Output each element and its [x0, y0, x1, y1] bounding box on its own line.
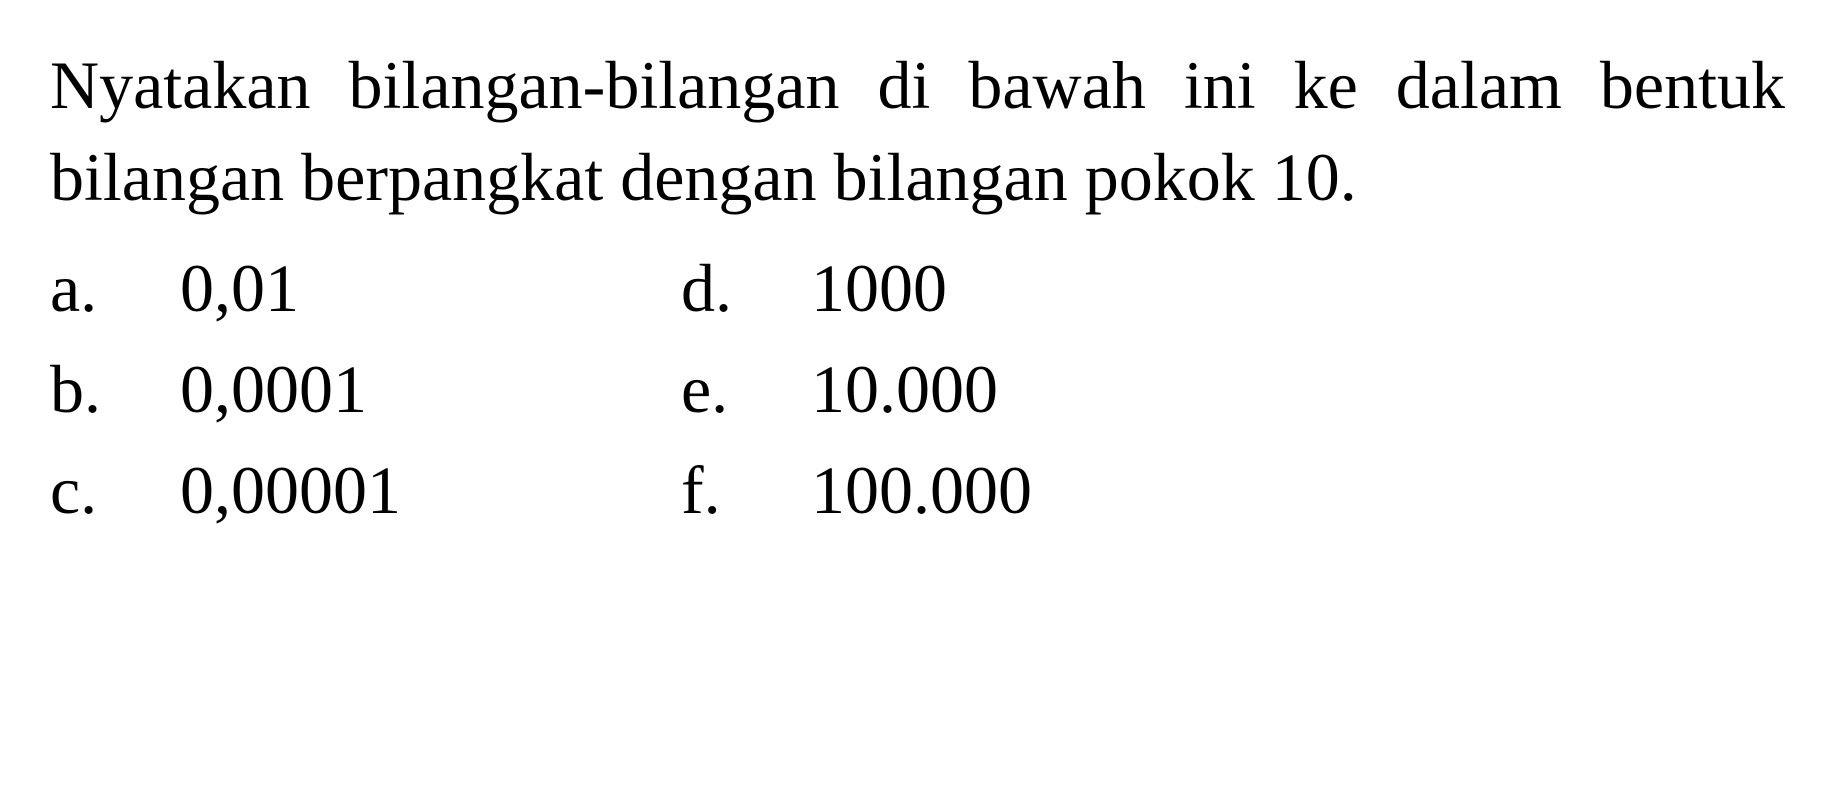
option-b-value: 0,0001	[140, 350, 367, 429]
option-f: f. 100.000	[681, 451, 1032, 530]
option-e: e. 10.000	[681, 350, 1032, 429]
option-f-label: f.	[681, 451, 771, 530]
option-d-label: d.	[681, 249, 771, 328]
option-e-value: 10.000	[771, 350, 998, 429]
option-a-value: 0,01	[140, 249, 299, 328]
option-e-label: e.	[681, 350, 771, 429]
options-left-column: a. 0,01 b. 0,0001 c. 0,00001	[50, 249, 401, 530]
options-right-column: d. 1000 e. 10.000 f. 100.000	[681, 249, 1032, 530]
option-f-value: 100.000	[771, 451, 1032, 530]
option-c-label: c.	[50, 451, 140, 530]
option-d-value: 1000	[771, 249, 947, 328]
option-b-label: b.	[50, 350, 140, 429]
option-c: c. 0,00001	[50, 451, 401, 530]
option-d: d. 1000	[681, 249, 1032, 328]
options-container: a. 0,01 b. 0,0001 c. 0,00001 d. 1000 e. …	[50, 249, 1785, 530]
option-b: b. 0,0001	[50, 350, 401, 429]
option-a: a. 0,01	[50, 249, 401, 328]
option-c-value: 0,00001	[140, 451, 401, 530]
option-a-label: a.	[50, 249, 140, 328]
question-text: Nyatakan bilangan-bilangan di bawah ini …	[50, 40, 1785, 224]
